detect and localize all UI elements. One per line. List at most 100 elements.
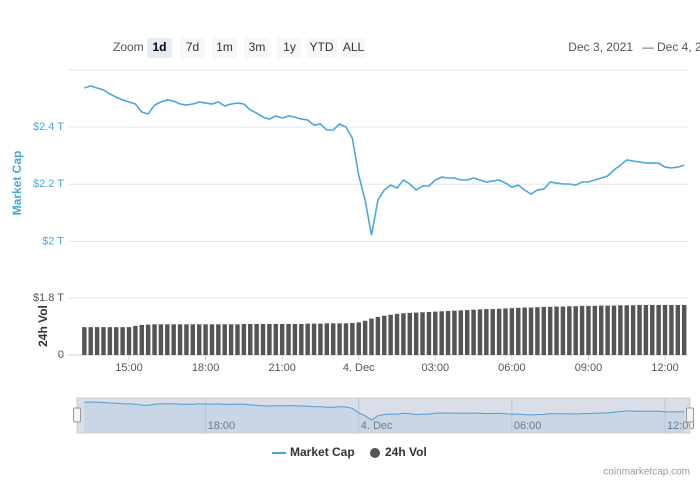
range-button[interactable] (180, 38, 205, 58)
volume-bar (120, 327, 125, 355)
range-button-label[interactable]: 1d (152, 40, 166, 54)
volume-bar (292, 323, 298, 355)
volume-bar (133, 325, 138, 355)
volume-bar (324, 323, 330, 355)
volume-bar (222, 324, 227, 355)
volume-bar (458, 310, 464, 355)
volume-bar (528, 307, 534, 355)
volume-bar (343, 323, 349, 355)
range-button-label[interactable]: ALL (343, 40, 365, 54)
volume-bar (420, 312, 425, 355)
volume-bar (598, 305, 604, 355)
date-to: Dec 4, 2 (657, 40, 700, 54)
volume-bar (126, 327, 132, 355)
volume-bar (656, 304, 661, 355)
volume-bar (82, 327, 87, 355)
range-button-label[interactable]: 1m (216, 40, 233, 54)
legend-label[interactable]: 24h Vol (385, 445, 427, 459)
volume-bar (433, 311, 438, 355)
volume-bar (560, 306, 566, 355)
volume-bar (88, 327, 93, 355)
y-axis-title: Market Cap (10, 151, 24, 216)
navigator-line (84, 401, 685, 421)
navigator-tick-label: 06:00 (514, 420, 542, 432)
legend-label[interactable]: Market Cap (290, 445, 355, 459)
volume-bar (375, 317, 381, 355)
volume-bar (382, 315, 387, 355)
range-button-label[interactable]: 7d (186, 40, 199, 54)
date-from: Dec 3, 2021 (568, 40, 633, 54)
volume-bar (114, 327, 119, 355)
volume-bar (394, 313, 400, 355)
range-button-label[interactable]: 1y (283, 40, 296, 54)
volume-bar (369, 318, 374, 355)
navigator-tick-label: 4. Dec (361, 420, 393, 432)
volume-bar (490, 309, 495, 355)
volume-bar (541, 306, 547, 355)
volume-bar (279, 323, 285, 355)
volume-bar (516, 307, 521, 355)
volume-bar (152, 324, 157, 355)
volume-bar (496, 308, 502, 355)
volume-bar (624, 305, 629, 355)
navigator-tick-label: 12:00 (667, 420, 695, 432)
volume-bar (503, 308, 508, 355)
volume-bar (177, 324, 183, 355)
x-tick-label: 15:00 (115, 362, 143, 374)
x-tick-label: 06:00 (498, 362, 526, 374)
y2-tick-label: 0 (58, 349, 64, 361)
y2-tick-label: $1.8 T (33, 292, 64, 304)
volume-bar (439, 311, 444, 355)
x-tick-label: 09:00 (575, 362, 603, 374)
range-button[interactable] (244, 38, 270, 58)
volume-bar (618, 305, 623, 355)
volume-bar (330, 323, 336, 355)
volume-bar (216, 324, 221, 355)
range-button[interactable] (212, 38, 237, 58)
volume-bar (675, 304, 681, 355)
volume-bar (196, 324, 202, 355)
volume-bar (165, 324, 170, 355)
volume-bar (305, 323, 310, 355)
volume-bar (209, 324, 215, 355)
volume-bar (362, 320, 368, 355)
volume-bar (139, 324, 145, 355)
volume-bar (299, 323, 304, 355)
range-button[interactable] (147, 38, 172, 58)
range-button[interactable] (277, 38, 302, 58)
y-tick-label: $2 T (42, 235, 64, 247)
volume-bar (669, 304, 674, 355)
volume-bar (228, 324, 234, 355)
volume-bar (337, 323, 342, 355)
volume-bar (484, 309, 489, 355)
volume-bar (637, 304, 642, 355)
volume-bar (101, 327, 106, 355)
navigator-handle[interactable] (686, 407, 694, 423)
volume-bar (509, 308, 515, 355)
volume-bar (401, 313, 406, 355)
range-button[interactable] (341, 38, 366, 58)
market-cap-line (84, 85, 685, 236)
zoom-label: Zoom (113, 40, 144, 54)
volume-bar (235, 324, 240, 355)
volume-bar (567, 306, 572, 355)
volume-bar (273, 323, 279, 355)
volume-bar (407, 312, 413, 355)
range-button[interactable] (306, 38, 337, 58)
range-button-label[interactable]: 3m (249, 40, 266, 54)
volume-bar (592, 305, 598, 355)
date-separator: — (642, 40, 654, 54)
x-tick-label: 21:00 (268, 362, 296, 374)
volume-bar (94, 327, 100, 355)
volume-bar (413, 312, 419, 355)
credit: coinmarketcap.com (603, 467, 690, 478)
volume-bar (184, 324, 189, 355)
navigator-handle[interactable] (73, 407, 81, 423)
volume-bar (573, 306, 578, 355)
volume-bar (522, 307, 527, 355)
volume-bar (248, 323, 253, 355)
volume-bar (286, 323, 291, 355)
range-button-label[interactable]: YTD (310, 40, 334, 54)
volume-bar (579, 305, 585, 355)
volume-bar (650, 304, 655, 355)
